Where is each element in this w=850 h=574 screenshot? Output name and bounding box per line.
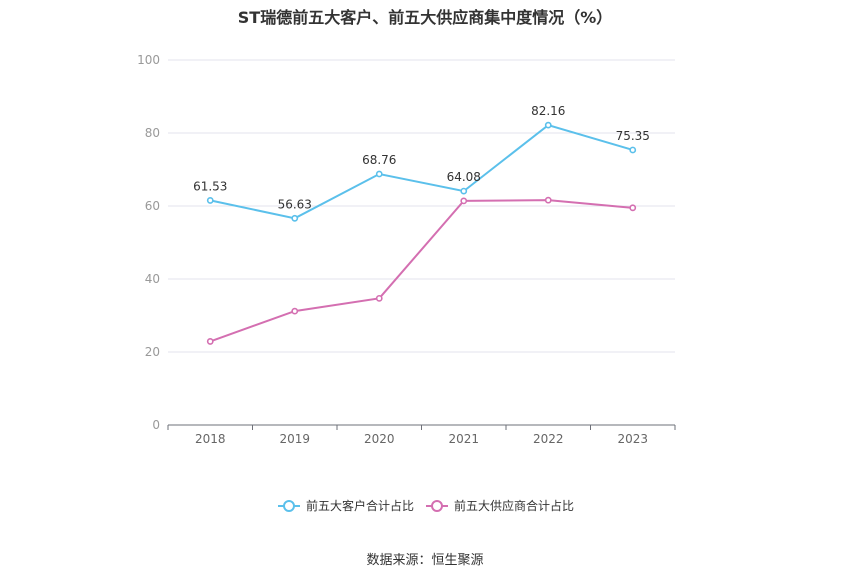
series-line-2 (209, 199, 633, 343)
y-tick-label: 60 (145, 199, 160, 213)
data-point (375, 170, 383, 178)
data-point (206, 197, 214, 204)
legend-label: 前五大供应商合计占比 (454, 498, 574, 513)
y-tick-label: 20 (145, 345, 160, 359)
series-line-1 (210, 124, 634, 220)
y-tick-label: 100 (137, 53, 160, 67)
data-point (544, 196, 552, 204)
y-tick-label: 0 (152, 418, 160, 432)
chart-title: ST瑞德前五大客户、前五大供应商集中度情况（%） (237, 8, 613, 27)
legend-marker (431, 500, 443, 512)
legend-item-1: 前五大客户合计占比 (278, 498, 414, 513)
data-label: 61.53 (193, 179, 227, 193)
grid-layer (168, 59, 675, 353)
data-point (460, 187, 468, 195)
data-point (629, 204, 637, 212)
data-label-layer: 61.53 56.63 68.76 64.08 82.16 75.35 (193, 104, 650, 211)
x-tick-label: 2018 (195, 432, 226, 446)
data-point (544, 121, 552, 129)
data-label: 75.35 (616, 129, 650, 143)
x-tick-label: 2019 (279, 432, 310, 446)
legend-item-2: 前五大供应商合计占比 (426, 498, 574, 513)
axis-layer: 0 20 40 60 80 100 2018 2019 2020 2021 2022 2023 (137, 53, 676, 446)
data-label: 56.63 (278, 197, 312, 211)
data-point (206, 338, 214, 345)
x-tick-label: 2023 (617, 432, 648, 446)
y-tick-label: 80 (145, 126, 160, 140)
data-point (291, 307, 299, 315)
data-point (629, 146, 637, 154)
data-point (375, 294, 383, 302)
data-point (291, 214, 299, 222)
data-label: 64.08 (447, 170, 481, 184)
series-layer (206, 121, 637, 345)
x-tick-label: 2020 (364, 432, 395, 446)
legend: 前五大客户合计占比 前五大供应商合计占比 (278, 498, 574, 513)
data-label: 82.16 (531, 104, 565, 118)
x-tick-label: 2022 (533, 432, 564, 446)
data-point (460, 197, 468, 205)
legend-marker (283, 500, 295, 512)
y-tick-label: 40 (145, 272, 160, 286)
data-label: 68.76 (362, 153, 396, 167)
legend-label: 前五大客户合计占比 (306, 498, 414, 513)
x-tick-label: 2021 (448, 432, 479, 446)
source-note: 数据来源：恒生聚源 (366, 553, 484, 568)
